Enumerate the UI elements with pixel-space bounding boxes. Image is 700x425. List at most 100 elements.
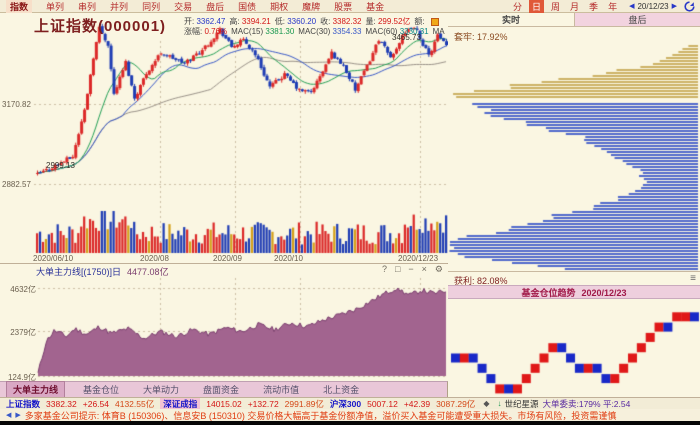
menu-item-8[interactable]: 期权 (270, 1, 289, 12)
index-change-0: +26.54 (82, 398, 109, 409)
quote-field-3: 收: 3382.32 (320, 17, 362, 26)
indicator-field-4: MA (432, 27, 445, 36)
index-name-0[interactable]: 上证指数 (6, 398, 41, 409)
indicator-tab-基金仓位[interactable]: 基金仓位 (83, 385, 120, 395)
menu-items: 指数 单列 串列 并列 同列 交易 盘后 国债 期权 魔牌 股票 基金 (0, 0, 391, 13)
period-selector: 分日周月季年 (508, 0, 622, 13)
menu-item-4[interactable]: 同列 (142, 1, 161, 12)
maximize-icon[interactable]: □ (394, 264, 401, 274)
indicator-tab-大单主力线[interactable]: 大单主力线 (6, 381, 66, 398)
period-分[interactable]: 分 (512, 1, 522, 12)
date-axis-label-3: 2020/10 (274, 254, 303, 263)
fund-trend-header: 基金仓位趋势 2020/12/23 (448, 285, 700, 299)
ticker-stock-name[interactable]: 世纪星源 (504, 398, 539, 409)
period-月[interactable]: 月 (570, 1, 580, 12)
index-change-2: +42.39 (403, 398, 431, 409)
indicator-tab-大单动力[interactable]: 大单动力 (143, 385, 180, 395)
kline-panel: 上证指数(000001) 开: 3362.47 高: 3394.21 低: 3360… (0, 13, 448, 263)
index-title: 上证指数(000001) (34, 18, 167, 35)
prev-date-arrow-icon[interactable]: ◀ (629, 3, 635, 10)
ticker-left-arrow-icon[interactable]: ◀ (6, 412, 12, 419)
index-amount-1: 2991.89亿 (284, 398, 324, 409)
profit-row: 获利: 82.08% ≡ (448, 271, 700, 286)
quote-field-2: 低: 3360.20 (274, 17, 317, 26)
down-arrow-icon: ↓ (497, 399, 502, 408)
price-annotation-0: 2999.13 (46, 161, 75, 170)
indicator-field-2: MAC(30) 3354.33 (298, 27, 362, 36)
quote-field-4: 量: 299.52亿 (365, 17, 411, 26)
index-amount-0: 4132.55亿 (115, 398, 155, 409)
date-axis-label-1: 2020/08 (140, 254, 169, 263)
indicator-tab-北上资金[interactable]: 北上资金 (323, 385, 360, 395)
main-force-panel: 大单主力线[(1750)]日 4477.08亿 ? □ − × ⚙ 4632亿 2379亿 1… (0, 263, 448, 382)
price-annotation-1: 3465.73 (392, 33, 421, 42)
index-name-2[interactable]: 沪深300 (329, 398, 362, 409)
tab-afterhours[interactable]: 盘后 (574, 13, 700, 26)
refresh-icon[interactable] (684, 0, 695, 12)
date-navigator: ◀ 20/12/23 ▶ (628, 2, 678, 11)
trapped-ratio: 套牢: 17.92% (454, 32, 508, 42)
indicator-tab-流动市值[interactable]: 流动市值 (263, 385, 300, 395)
ticker-right-arrow-icon[interactable]: ▶ (15, 412, 21, 419)
main-force-header: 大单主力线[(1750)]日 4477.08亿 (36, 265, 169, 278)
menu-item-1[interactable]: 单列 (46, 1, 65, 12)
indicator-field-3: MAC(60) 3330.31 (365, 27, 429, 36)
menu-item-11[interactable]: 基金 (366, 1, 385, 12)
menu-item-9[interactable]: 魔牌 (302, 1, 321, 12)
main-force-chart-canvas (0, 264, 448, 382)
flow-axis-label-2: 124.9亿 (7, 373, 36, 382)
fund-trend-date: 2020/12/23 (581, 288, 627, 298)
quote-field-0: 开: 3362.47 (184, 17, 226, 26)
date-axis-label-2: 2020/09 (213, 254, 242, 263)
index-value-0: 3382.32 (46, 398, 77, 409)
quote-line-2: 涨幅: 0.76% MAC(15) 3381.30 MAC(30) 3354.33 M… (184, 26, 449, 37)
quote-line-1: 开: 3362.47 高: 3394.21 低: 3360.20 收: 3382.32… (184, 16, 439, 27)
menu-item-7[interactable]: 国债 (238, 1, 257, 12)
indicator-tab-盘面资金[interactable]: 盘面资金 (203, 385, 240, 395)
indicator-tabs: 大单主力线 基金仓位 大单动力 盘面资金 流动市值 北上资金 (0, 381, 448, 398)
window-control-icons: ? □ − × ⚙ (374, 264, 443, 275)
settings-icon[interactable]: ⚙ (434, 264, 443, 274)
profit-ratio: 获利: 82.08% (454, 276, 508, 286)
help-icon[interactable]: ? (381, 264, 387, 274)
menu-right: 分日周月季年 ◀ 20/12/23 ▶ (508, 0, 700, 13)
period-年[interactable]: 年 (608, 1, 618, 12)
menu-item-0[interactable]: 指数 (6, 0, 33, 13)
index-value-2: 5007.12 (367, 398, 398, 409)
notice-text: 多家基金公司提示: 体育B (150306)、信息安B (150310) 交易价… (24, 410, 617, 421)
period-日[interactable]: 日 (529, 0, 545, 13)
status-bar: 上证指数 3382.32 +26.54 4132.55亿 深证成指 14015.02 +13… (0, 397, 700, 409)
main-force-label: 大单主力线[(1750)]日 (36, 267, 122, 277)
fund-trend-title: 基金仓位趋势 (521, 288, 576, 298)
right-panel: 实时 盘后 套牢: 17.92% 获利: 82.08% ≡ 基金仓位趋势 2020… (448, 13, 700, 397)
price-axis-label-0: 3170.82 (2, 100, 31, 109)
quote-field-1: 高: 3394.21 (229, 17, 271, 26)
period-周[interactable]: 周 (551, 1, 561, 12)
bottom-strip (0, 421, 700, 425)
menubar: 指数 单列 串列 并列 同列 交易 盘后 国债 期权 魔牌 股票 基金 分日周月季年 ◀ 20/12/… (0, 0, 700, 13)
index-name-1[interactable]: 深证成指 (160, 398, 201, 409)
date-axis-label-4: 2020/12/23 (398, 254, 439, 263)
index-amount-2: 3087.29亿 (436, 398, 476, 409)
menu-item-10[interactable]: 股票 (334, 1, 353, 12)
tab-realtime[interactable]: 实时 (448, 13, 574, 26)
main-force-value: 4477.08亿 (127, 267, 169, 277)
panel-menu-icon[interactable]: ≡ (690, 273, 696, 284)
signal-icon: ◆ (483, 399, 490, 408)
next-date-arrow-icon[interactable]: ▶ (671, 3, 677, 10)
menu-item-3[interactable]: 并列 (110, 1, 129, 12)
fund-trend-canvas (448, 299, 700, 397)
period-季[interactable]: 季 (589, 1, 599, 12)
chip-distribution-canvas (448, 27, 700, 271)
menu-item-6[interactable]: 盘后 (206, 1, 225, 12)
minimize-icon[interactable]: − (408, 264, 414, 274)
close-icon[interactable]: × (421, 264, 427, 274)
right-panel-tabs: 实时 盘后 (448, 13, 700, 27)
menu-item-2[interactable]: 串列 (78, 1, 97, 12)
menu-item-5[interactable]: 交易 (174, 1, 193, 12)
quote-field-5: 额: (414, 17, 427, 26)
amount-marker-icon (430, 17, 439, 26)
kline-chart-canvas (0, 13, 448, 263)
indicator-field-0: 涨幅: 0.76% (184, 27, 228, 36)
